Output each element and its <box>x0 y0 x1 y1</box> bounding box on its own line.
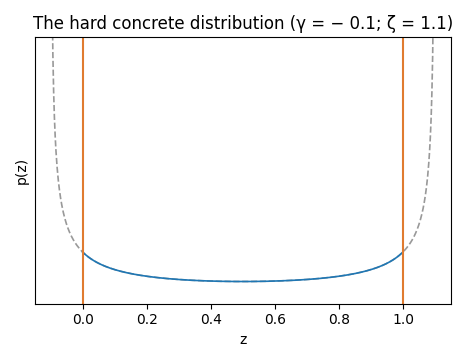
Title: The hard concrete distribution (γ = − 0.1; ζ = 1.1): The hard concrete distribution (γ = − 0.… <box>33 15 453 33</box>
Y-axis label: p(z): p(z) <box>15 157 29 184</box>
X-axis label: z: z <box>239 333 247 347</box>
